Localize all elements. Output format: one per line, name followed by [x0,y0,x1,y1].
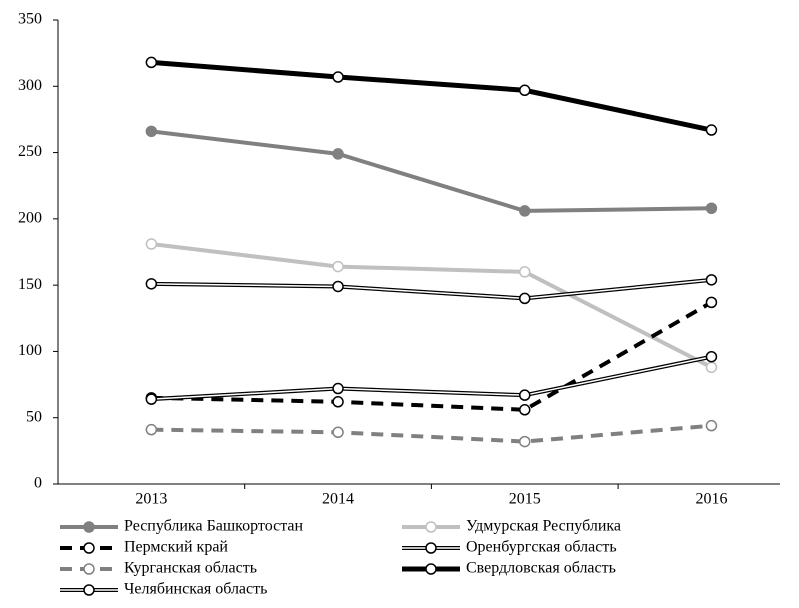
legend-label: Челябинская область [124,581,267,598]
x-tick-label: 2013 [135,491,167,508]
marker [145,56,158,69]
marker [705,419,718,432]
marker [332,280,344,293]
legend-marker [83,521,95,533]
y-tick-label: 150 [18,276,42,293]
y-tick-label: 300 [18,77,42,94]
marker [145,423,158,436]
series-line [151,129,712,213]
marker [705,274,718,286]
marker [519,292,531,305]
y-tick-label: 100 [18,342,42,359]
marker [145,393,158,405]
legend-marker [425,542,437,554]
legend-marker [83,542,95,554]
marker [145,125,158,138]
marker [332,71,344,83]
x-tick-label: 2016 [695,491,727,508]
marker [705,202,718,215]
marker [332,426,344,439]
marker [519,84,531,97]
y-tick-label: 50 [26,408,42,425]
marker [332,382,344,395]
legend-marker [83,584,95,596]
marker [705,361,718,374]
marker [519,404,531,416]
x-tick-label: 2014 [322,491,354,508]
legend-label: Республика Башкортостан [124,518,303,535]
legend-label: Удмурская Республика [466,518,621,535]
marker [519,435,531,448]
legend-marker [83,563,95,575]
y-tick-label: 350 [18,11,42,28]
x-tick-label: 2015 [509,491,541,508]
legend-label: Курганская область [124,560,257,577]
series-line [151,354,712,402]
y-tick-label: 200 [18,210,42,227]
series-line [151,423,712,444]
legend-label: Пермский край [124,539,228,556]
marker [332,148,344,160]
series-line [151,242,713,370]
legend-marker [425,563,437,575]
y-tick-label: 0 [34,475,42,492]
marker [145,278,158,290]
legend-label: Оренбургская область [466,539,617,556]
marker [705,124,718,136]
series-line [151,277,712,301]
series-line [151,59,712,133]
marker [145,238,158,250]
marker [519,205,531,217]
marker [332,396,344,408]
marker [705,350,718,363]
marker [519,266,531,278]
y-tick-label: 250 [18,143,42,160]
legend-marker [425,521,437,533]
marker [705,296,718,309]
marker [332,260,344,273]
line-inner [151,279,712,300]
line-inner [151,355,712,400]
marker [519,389,531,401]
series-line [151,300,713,412]
legend-label: Свердловская область [466,560,616,577]
